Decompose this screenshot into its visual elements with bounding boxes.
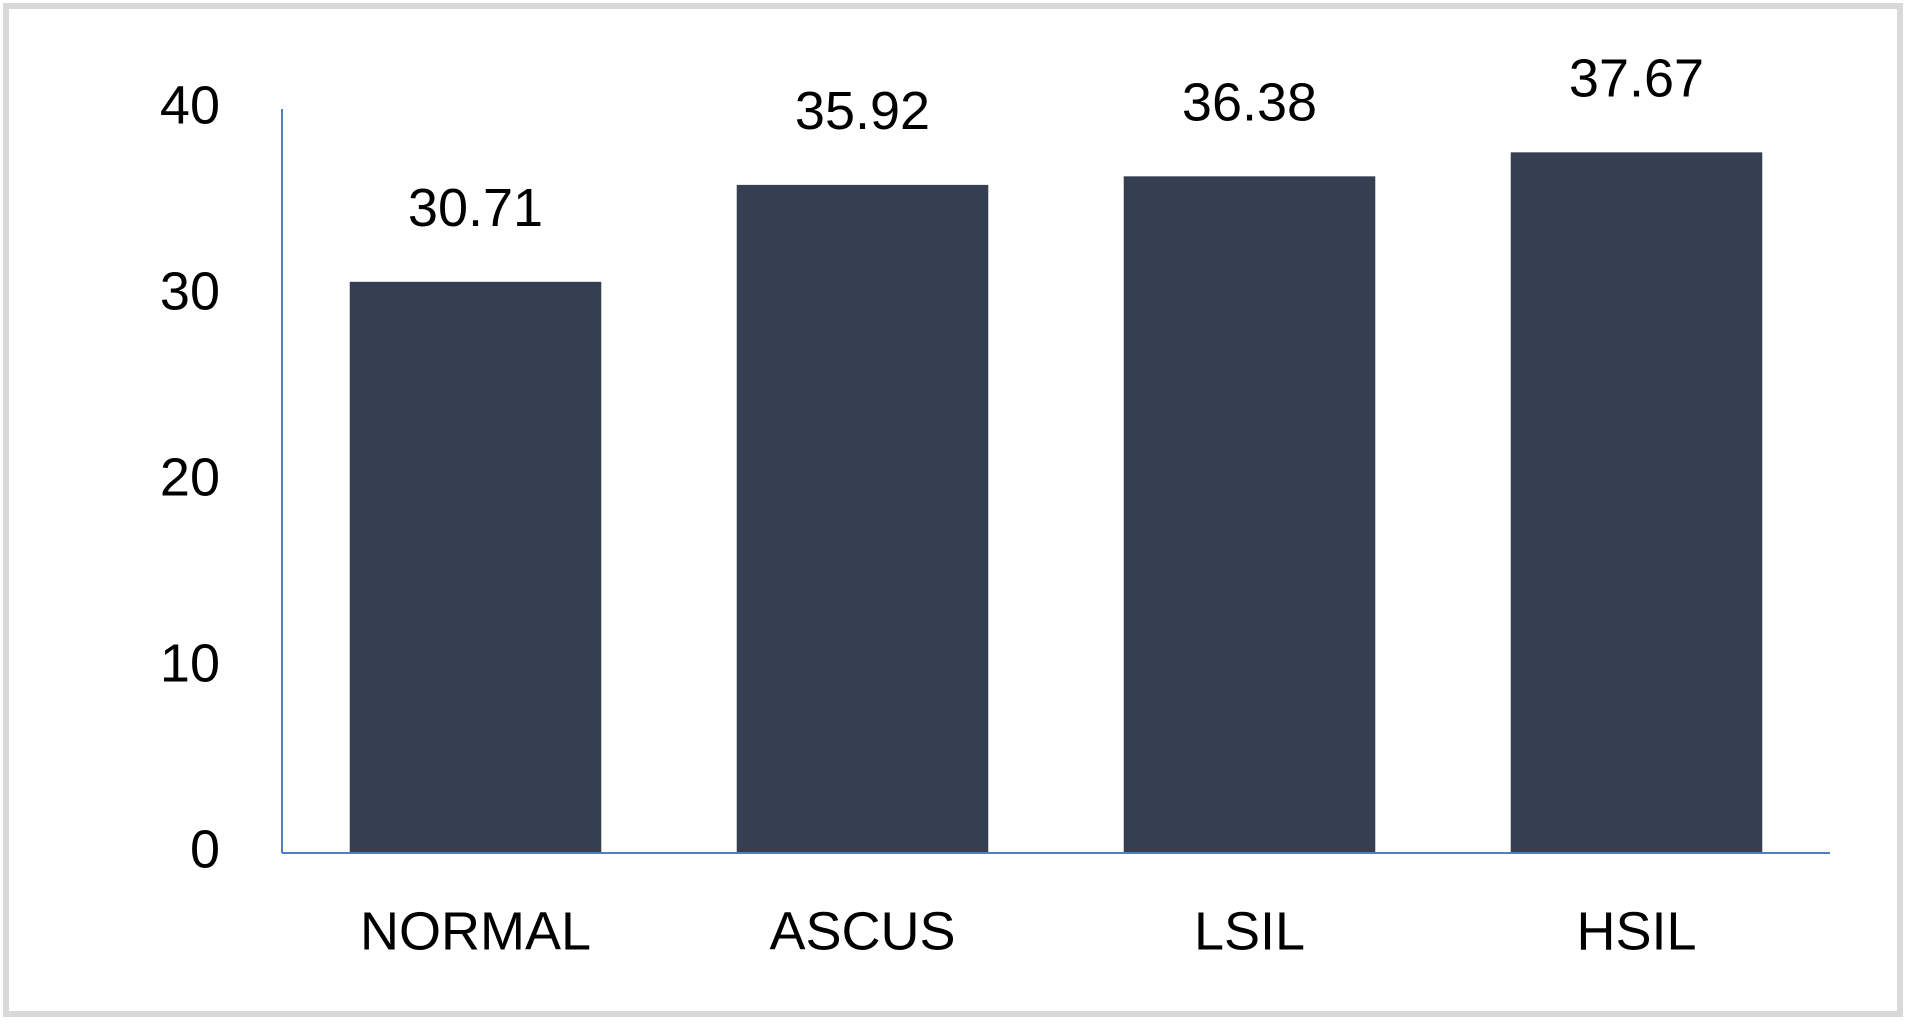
y-tick-label: 40 [160, 75, 220, 135]
y-tick-label: 10 [160, 633, 220, 693]
x-tick-label: LSIL [1194, 901, 1305, 961]
y-tick-label: 20 [160, 447, 220, 507]
x-tick-label: ASCUS [769, 901, 955, 961]
y-tick-label: 30 [160, 261, 220, 321]
value-label: 30.71 [408, 178, 543, 238]
value-label: 35.92 [795, 81, 930, 141]
x-tick-label: HSIL [1576, 901, 1696, 961]
bar [1510, 152, 1763, 853]
bar [736, 184, 989, 853]
bar [349, 281, 602, 853]
x-tick-label: NORMAL [360, 901, 591, 961]
value-label: 36.38 [1182, 73, 1317, 133]
value-label: 37.67 [1569, 49, 1704, 109]
y-tick-label: 0 [190, 819, 220, 879]
bar [1123, 176, 1376, 853]
